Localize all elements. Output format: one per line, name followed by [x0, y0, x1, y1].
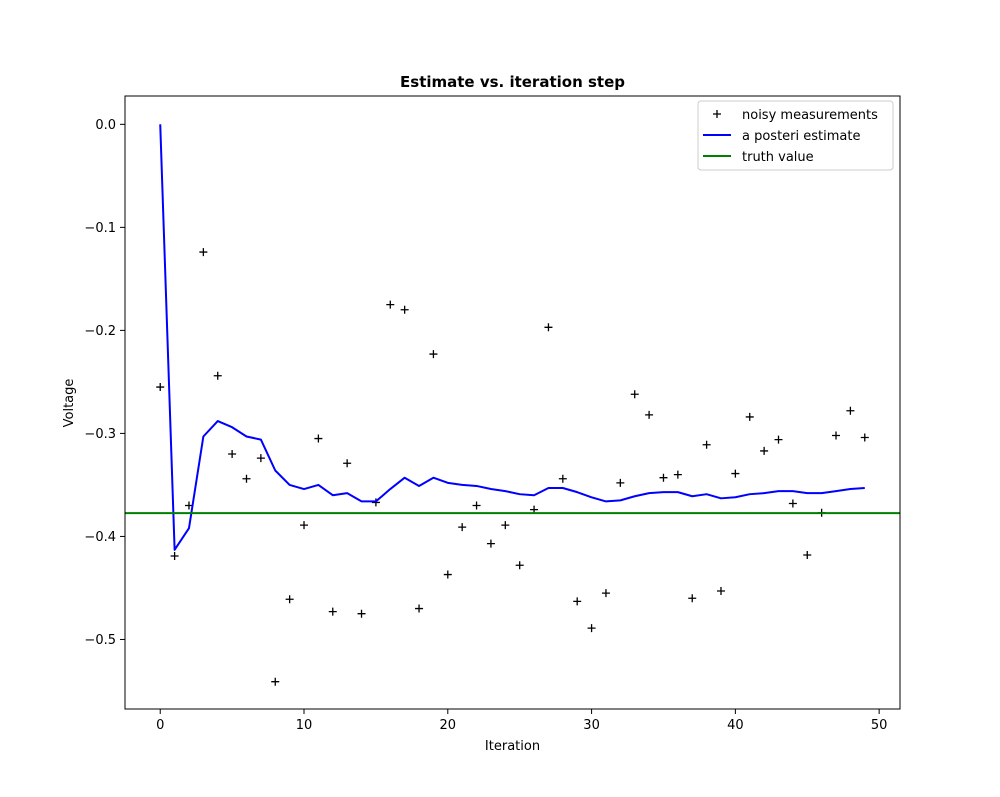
measurement-point	[573, 597, 582, 606]
measurement-point	[472, 501, 481, 510]
measurement-point	[256, 454, 265, 463]
measurement-point	[645, 410, 654, 419]
x-tick-label: 40	[727, 718, 744, 733]
measurement-point	[300, 521, 309, 530]
measurement-point	[774, 435, 783, 444]
measurement-point	[760, 446, 769, 455]
y-tick-label: −0.2	[84, 324, 116, 339]
measurement-point	[659, 473, 668, 482]
measurement-point	[860, 433, 869, 442]
measurement-point	[328, 607, 337, 616]
measurement-point	[601, 589, 610, 598]
measurement-point	[673, 470, 682, 479]
axes-frame	[124, 95, 901, 710]
axes: 0 10 20 30 40 50 0.0 −0.1 −0.2 −0.3 −0.4 −0.5	[84, 95, 901, 733]
measurement-point	[832, 431, 841, 440]
measurement-point	[371, 498, 380, 507]
y-tick-label: −0.4	[84, 530, 116, 545]
measurement-point	[429, 350, 438, 359]
legend-label: a posteri estimate	[742, 129, 860, 144]
measurement-point	[213, 371, 222, 380]
y-tick-label: −0.3	[84, 427, 116, 442]
measurement-point	[688, 594, 697, 603]
measurement-point	[170, 552, 179, 561]
measurement-point	[156, 383, 165, 392]
measurement-point	[745, 412, 754, 421]
measurement-point	[285, 595, 294, 604]
measurement-point	[803, 550, 812, 559]
measurement-point	[558, 474, 567, 483]
chart-title: Estimate vs. iteration step	[400, 73, 625, 91]
measurement-point	[515, 561, 524, 570]
legend-box	[697, 100, 894, 171]
measurement-point	[716, 587, 725, 596]
measurement-point	[386, 300, 395, 309]
measurement-point	[731, 469, 740, 478]
measurement-point	[501, 521, 510, 530]
y-tick-label: 0.0	[95, 118, 116, 133]
measurement-point	[242, 474, 251, 483]
y-tick-label: −0.1	[84, 221, 116, 236]
measurement-point	[271, 677, 280, 686]
measurement-point	[199, 248, 208, 257]
measurement-point	[458, 523, 467, 532]
x-tick-label: 0	[156, 718, 164, 733]
plot-area	[125, 124, 900, 686]
measurement-point	[587, 624, 596, 633]
measurement-point	[846, 406, 855, 415]
y-tick-label: −0.5	[84, 633, 116, 648]
measurement-point	[544, 323, 553, 332]
measurement-point	[702, 440, 711, 449]
measurement-point	[228, 450, 237, 459]
measurement-point	[630, 390, 639, 399]
legend-label: truth value	[742, 150, 814, 165]
x-tick-label: 30	[583, 718, 600, 733]
legend-label: noisy measurements	[742, 108, 878, 123]
series-line-a-posteri-estimate	[159, 124, 865, 551]
measurement-point	[788, 499, 797, 508]
measurement-point	[343, 459, 352, 468]
legend-marker-noisy-measurements	[713, 110, 721, 118]
x-axis-label: Iteration	[485, 739, 540, 754]
x-tick-label: 20	[440, 718, 457, 733]
measurement-point	[486, 539, 495, 548]
x-tick-label: 50	[871, 718, 888, 733]
measurement-point	[443, 570, 452, 579]
measurement-point	[616, 478, 625, 487]
legend: noisy measurements a posteri estimate trut…	[697, 100, 894, 171]
measurement-point	[415, 604, 424, 613]
measurement-point	[357, 609, 366, 618]
measurement-point	[314, 434, 323, 443]
y-axis-label: Voltage	[62, 379, 77, 428]
x-tick-label: 10	[296, 718, 313, 733]
measurement-point	[400, 305, 409, 314]
